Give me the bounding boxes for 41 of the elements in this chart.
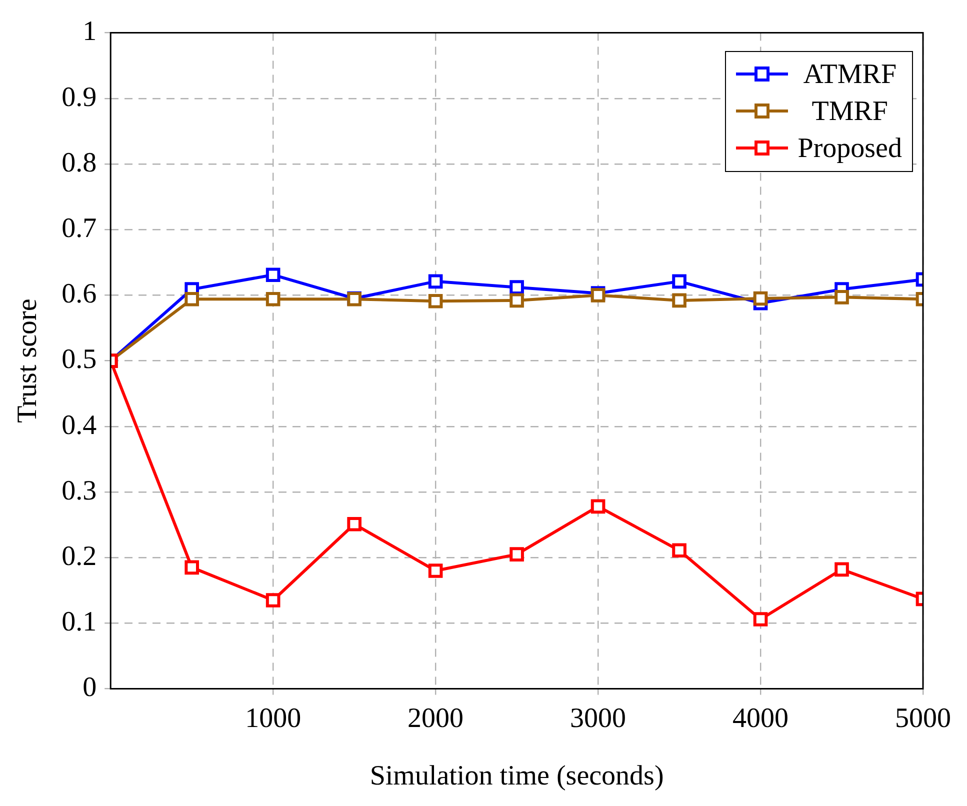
- y-axis-title: Trust score: [12, 298, 44, 423]
- point: [590, 499, 606, 514]
- y-tick-label: 0.6: [62, 278, 97, 310]
- point: [184, 560, 199, 575]
- legend-label: TMRF: [810, 94, 889, 129]
- y-tick-label: 0.8: [62, 147, 97, 178]
- x-tick-label: 2000: [408, 702, 464, 734]
- x-tick-label: 4000: [732, 702, 789, 734]
- point: [672, 293, 686, 308]
- point: [510, 547, 524, 562]
- point: [672, 543, 686, 558]
- x-tick-label: 3000: [570, 702, 626, 734]
- point: [266, 593, 280, 608]
- point: [266, 268, 280, 282]
- y-tick-label: 0.7: [62, 212, 97, 244]
- point: [753, 612, 768, 626]
- point: [428, 564, 443, 578]
- point: [266, 292, 280, 306]
- legend-label: Proposed: [798, 132, 902, 166]
- point: [753, 291, 768, 306]
- y-tick-label: 0.4: [62, 410, 97, 441]
- point: [428, 294, 443, 308]
- point: [834, 290, 849, 304]
- point: [347, 516, 362, 532]
- y-tick-label: 0: [82, 672, 97, 704]
- x-tick-label: 1000: [245, 702, 302, 734]
- y-tick-label: 0.2: [62, 540, 97, 572]
- y-tick-label: 0.9: [62, 82, 97, 113]
- y-tick-label: 1: [82, 16, 97, 48]
- x-axis-title: Simulation time (seconds): [370, 760, 664, 792]
- point: [184, 292, 199, 306]
- y-tick-label: 0.1: [62, 606, 97, 638]
- point: [428, 274, 443, 289]
- legend-label: ATMRF: [802, 58, 898, 92]
- point: [672, 274, 686, 289]
- x-tick-label: 5000: [895, 702, 951, 734]
- point: [510, 280, 524, 294]
- y-tick-label: 0.3: [62, 475, 97, 506]
- y-tick-label: 0.5: [62, 344, 97, 376]
- point: [510, 293, 524, 308]
- point: [834, 562, 849, 577]
